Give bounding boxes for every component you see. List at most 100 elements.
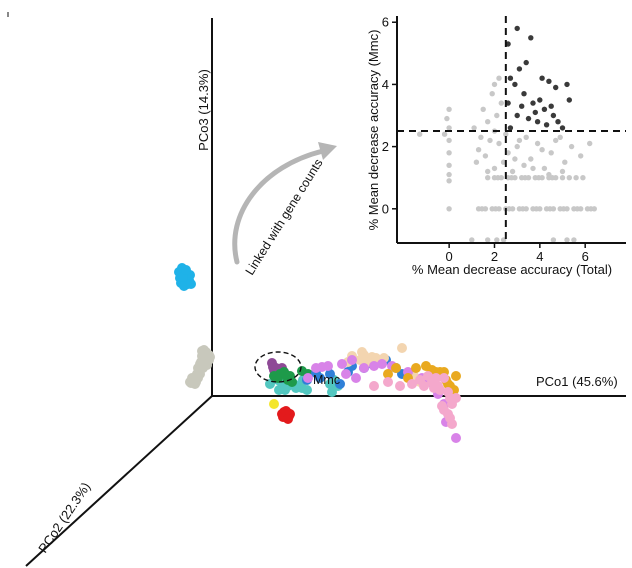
inset-point-below-33 <box>533 206 540 212</box>
pcoa-point-orange-0 <box>383 369 393 379</box>
inset-point-above-1 <box>514 25 520 32</box>
inset-point-above-21 <box>507 125 514 131</box>
inset-point-below-37 <box>588 206 594 212</box>
inset-xtick-label-2: 4 <box>536 249 543 264</box>
inset-xtick-label-1: 2 <box>491 249 498 264</box>
inset-point-below-63 <box>564 237 570 243</box>
inset-point-below-10 <box>446 206 452 212</box>
pcoa-point-red-9 <box>281 406 291 416</box>
inset-point-below-82 <box>485 119 491 125</box>
inset-point-below-54 <box>508 175 515 181</box>
pcoa-point-blue-3 <box>325 369 335 379</box>
inset-y-label: % Mean decrease accuracy (Mmc) <box>366 30 381 231</box>
inset-point-below-80 <box>478 134 484 140</box>
pcoa-point-teal-16 <box>327 387 337 397</box>
inset-point-below-2 <box>446 137 452 144</box>
pcoa-point-orange-1 <box>391 363 401 373</box>
pco3-axis-label: PCo3 (14.3%) <box>196 69 211 151</box>
importance-inset: 0 2 4 6 0 2 4 6 % Mean decrease accuracy (Total… <box>366 15 626 277</box>
inset-point-above-17 <box>525 115 532 122</box>
inset-point-below-35 <box>560 206 567 212</box>
inset-point-below-8 <box>446 178 452 184</box>
pcoa-point-violet-10 <box>377 359 387 369</box>
inset-point-below-68 <box>521 162 527 168</box>
inset-point-below-77 <box>568 143 575 150</box>
inset-ytick-label-3: 6 <box>382 15 389 30</box>
pcoa-point-green-6 <box>287 377 297 387</box>
inset-xtick-label-3: 6 <box>582 249 589 264</box>
inset-point-above-10 <box>553 84 559 91</box>
inset-point-below-36 <box>574 206 580 212</box>
inset-point-below-100 <box>473 159 480 165</box>
inset-point-below-55 <box>522 175 528 181</box>
inset-x-label: % Mean decrease accuracy (Total) <box>412 262 612 277</box>
pcoa-point-pink-19 <box>451 393 461 403</box>
inset-point-below-3 <box>444 115 450 122</box>
inset-point-below-9 <box>417 131 423 137</box>
inset-point-above-13 <box>537 97 543 103</box>
inset-point-below-6 <box>446 162 452 168</box>
inset-ytick-label-1: 2 <box>382 139 389 154</box>
inset-point-below-5 <box>446 150 452 156</box>
inset-point-above-8 <box>539 75 545 81</box>
pcoa-point-pink-10 <box>439 373 449 383</box>
pcoa-point-pink-5 <box>419 381 429 391</box>
pcoa-point-blue-2 <box>315 373 325 383</box>
inset-point-below-52 <box>580 175 586 181</box>
pco2-axis-label: PCo2 (22.3%) <box>35 479 93 555</box>
pcoa-point-green-9 <box>279 367 289 377</box>
pcoa-point-orange-3 <box>411 363 421 373</box>
inset-point-below-91 <box>523 134 529 140</box>
inset-point-below-62 <box>550 237 557 243</box>
pcoa-point-pink-2 <box>395 381 405 391</box>
inset-point-below-92 <box>539 147 545 153</box>
inset-point-below-104 <box>487 137 493 144</box>
inset-point-below-74 <box>514 143 520 150</box>
pcoa-point-violet-5 <box>341 369 351 379</box>
pcoa-point-gray-33 <box>205 352 215 362</box>
inset-point-below-102 <box>557 134 563 140</box>
pcoa-point-violet-7 <box>351 373 361 383</box>
inset-point-below-60 <box>494 237 500 243</box>
inset-point-below-96 <box>512 156 518 162</box>
inset-point-below-53 <box>495 175 501 181</box>
pcoa-point-violet-8 <box>359 363 369 373</box>
pcoa-point-red-10 <box>283 414 293 424</box>
pcoa-point-peach-9 <box>397 343 407 353</box>
inset-point-below-76 <box>553 137 559 144</box>
inset-point-above-12 <box>530 100 536 106</box>
inset-point-below-78 <box>482 153 489 159</box>
pcoa-point-pink-20 <box>429 383 439 393</box>
inset-point-below-58 <box>469 237 475 243</box>
inset-point-below-93 <box>578 153 584 159</box>
inset-point-below-89 <box>485 168 491 175</box>
inset-point-below-94 <box>587 140 593 147</box>
pcoa-point-orange-13 <box>451 371 461 381</box>
inset-point-below-88 <box>496 75 502 81</box>
inset-point-above-19 <box>543 122 550 128</box>
gene-counts-arrow <box>232 142 337 265</box>
pcoa-point-pink-18 <box>437 401 447 411</box>
inset-point-below-84 <box>480 106 486 113</box>
pcoa-point-violet-6 <box>347 355 357 365</box>
inset-point-below-97 <box>530 165 536 172</box>
pcoa-point-pink-7 <box>431 373 441 383</box>
pcoa-point-violet-4 <box>337 359 347 369</box>
inset-point-below-50 <box>566 175 572 181</box>
pcoa-point-cyan-17 <box>181 265 191 275</box>
pcoa-point-pink-21 <box>423 371 433 381</box>
arrow-annotation: Linked with gene counts <box>243 156 326 277</box>
inset-point-below-64 <box>571 237 577 243</box>
inset-point-above-18 <box>534 119 541 125</box>
inset-point-below-31 <box>506 206 512 212</box>
inset-point-below-34 <box>547 206 553 212</box>
inset-point-below-32 <box>520 206 526 212</box>
inset-point-above-9 <box>546 78 552 85</box>
pcoa-point-yellow-0 <box>269 399 279 409</box>
inset-point-below-95 <box>559 168 566 175</box>
pcoa-point-purple-7 <box>268 362 278 372</box>
inset-point-below-75 <box>534 140 541 147</box>
pcoa-point-peach-8 <box>357 347 367 357</box>
inset-point-above-22 <box>559 125 566 131</box>
